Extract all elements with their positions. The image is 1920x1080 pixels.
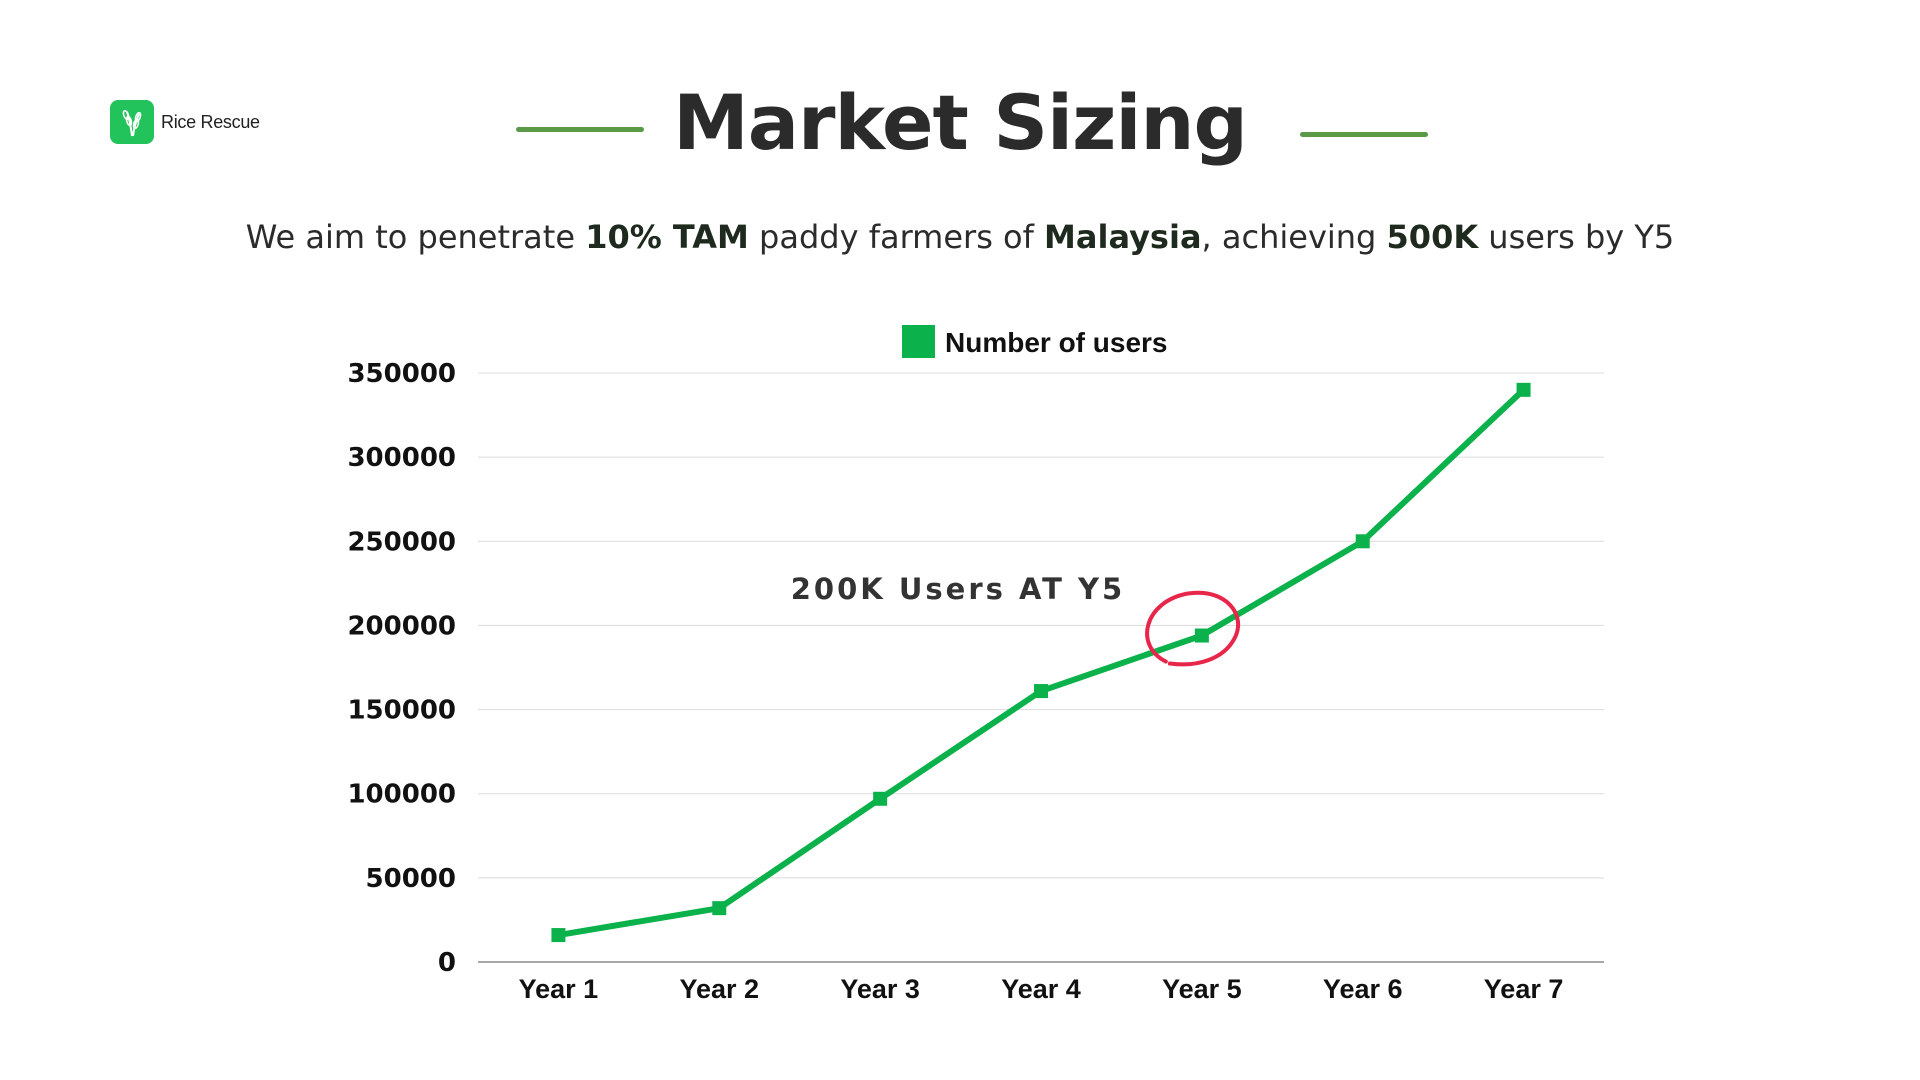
x-tick-label: Year 7 xyxy=(1484,974,1564,1004)
title-decoration-right xyxy=(1300,132,1428,137)
subtitle-text: , achieving xyxy=(1201,218,1387,256)
title-decoration-left xyxy=(516,127,644,132)
subtitle-text: users by Y5 xyxy=(1478,218,1675,256)
y-tick-label: 0 xyxy=(438,948,456,978)
y-tick-label: 200000 xyxy=(347,611,456,641)
legend-label: Number of users xyxy=(945,327,1168,358)
rice-plant-icon xyxy=(110,100,154,144)
data-point xyxy=(712,901,727,916)
page-title: Market Sizing xyxy=(673,78,1248,167)
x-tick-label: Year 5 xyxy=(1162,974,1242,1004)
x-tick-label: Year 4 xyxy=(1001,974,1081,1004)
legend-swatch xyxy=(902,325,935,358)
x-tick-label: Year 2 xyxy=(679,974,759,1004)
chart-annotation: 200K Users AT Y5 xyxy=(791,572,1126,606)
subtitle-text: paddy farmers of xyxy=(748,218,1045,256)
page-subtitle: We aim to penetrate 10% TAM paddy farmer… xyxy=(0,218,1920,256)
data-point xyxy=(1034,684,1048,699)
x-tick-label: Year 6 xyxy=(1323,974,1403,1004)
y-tick-label: 50000 xyxy=(366,864,456,894)
data-point xyxy=(551,928,566,943)
data-point xyxy=(873,791,888,806)
data-point xyxy=(1194,628,1209,643)
subtitle-text: We aim to penetrate xyxy=(245,218,586,256)
subtitle-emphasis-tam: 10% TAM xyxy=(585,218,749,256)
subtitle-emphasis-country: Malaysia xyxy=(1044,218,1202,256)
y-tick-label: 150000 xyxy=(347,696,456,726)
y-tick-label: 300000 xyxy=(347,443,456,473)
data-point xyxy=(1516,382,1531,397)
series-line xyxy=(555,386,1527,939)
subtitle-emphasis-users: 500K xyxy=(1386,218,1479,256)
brand-name: Rice Rescue xyxy=(161,111,260,132)
y-tick-label: 100000 xyxy=(347,780,456,810)
y-tick-label: 250000 xyxy=(347,527,456,557)
highlight-circle xyxy=(1145,590,1241,667)
x-tick-label: Year 3 xyxy=(840,974,920,1004)
brand-logo: Rice Rescue xyxy=(110,100,260,144)
x-tick-label: Year 1 xyxy=(519,974,599,1004)
y-tick-label: 350000 xyxy=(347,359,456,389)
data-point xyxy=(1355,534,1370,549)
